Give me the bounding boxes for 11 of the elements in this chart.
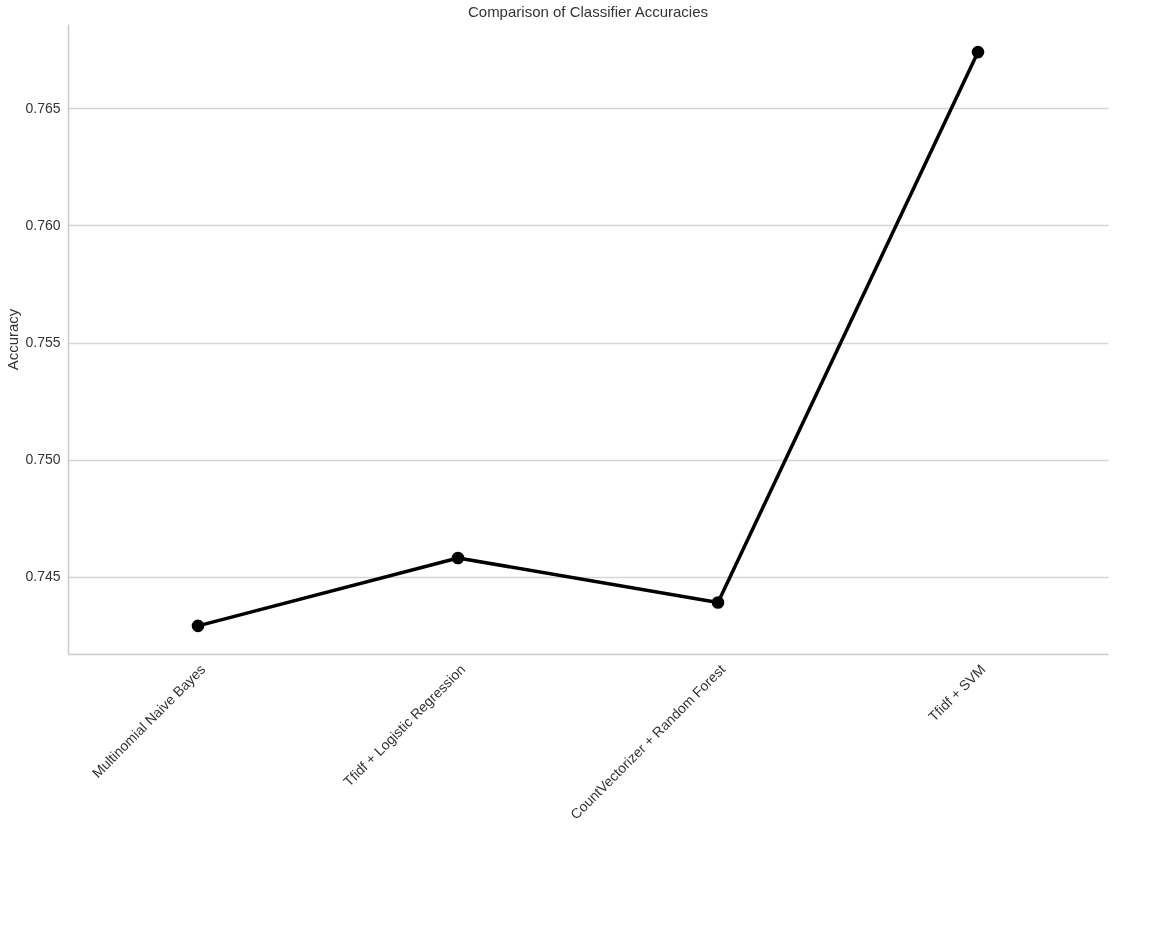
point: [191, 619, 205, 633]
point: [971, 45, 985, 59]
y-axis-title: Accuracy: [4, 308, 22, 371]
chart-title: Comparison of Classifier Accuracies: [467, 3, 709, 20]
y-tick-label: 0.760: [25, 216, 61, 233]
point: [451, 551, 465, 565]
point: [711, 596, 725, 609]
y-tick-label: 0.750: [25, 451, 61, 468]
y-tick-label: 0.765: [25, 99, 61, 116]
y-tick-label: 0.755: [25, 334, 61, 351]
y-tick-label: 0.745: [25, 568, 61, 585]
